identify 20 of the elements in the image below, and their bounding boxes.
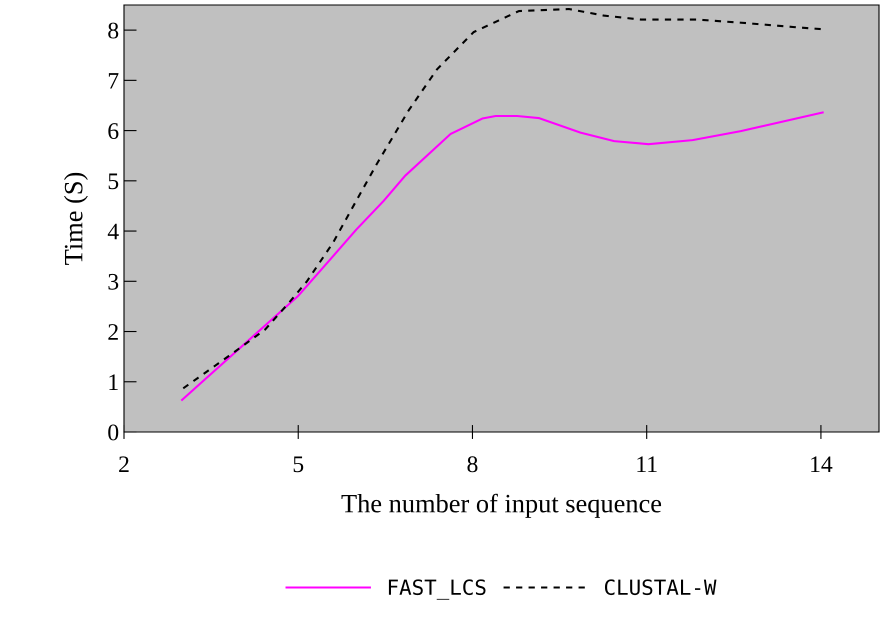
x-axis-title: The number of input sequence (341, 494, 662, 518)
y-axis-title: Time (S) (64, 172, 88, 265)
x-tick-label: 2 (119, 456, 129, 472)
y-tick-label: 2 (108, 324, 118, 340)
x-tick-label: 8 (467, 456, 478, 472)
y-tick-label: 5 (108, 174, 118, 190)
line-series (182, 8, 822, 390)
y-tick-label: 3 (108, 274, 118, 290)
line-series (181, 111, 824, 401)
y-tick-label: 8 (108, 22, 118, 39)
y-tick-label: 0 (108, 424, 118, 440)
legend-label: CLUSTAL-W (604, 579, 716, 596)
x-tick-label: 11 (637, 456, 657, 472)
legend-label: FAST_LCS (388, 579, 486, 600)
x-tick-label: 5 (294, 456, 304, 472)
y-tick-label: 4 (108, 224, 119, 240)
y-tick-label: 6 (108, 123, 118, 140)
x-tick-label: 14 (811, 456, 832, 472)
y-tick-label: 7 (108, 73, 118, 89)
y-tick-label: 1 (109, 374, 118, 390)
